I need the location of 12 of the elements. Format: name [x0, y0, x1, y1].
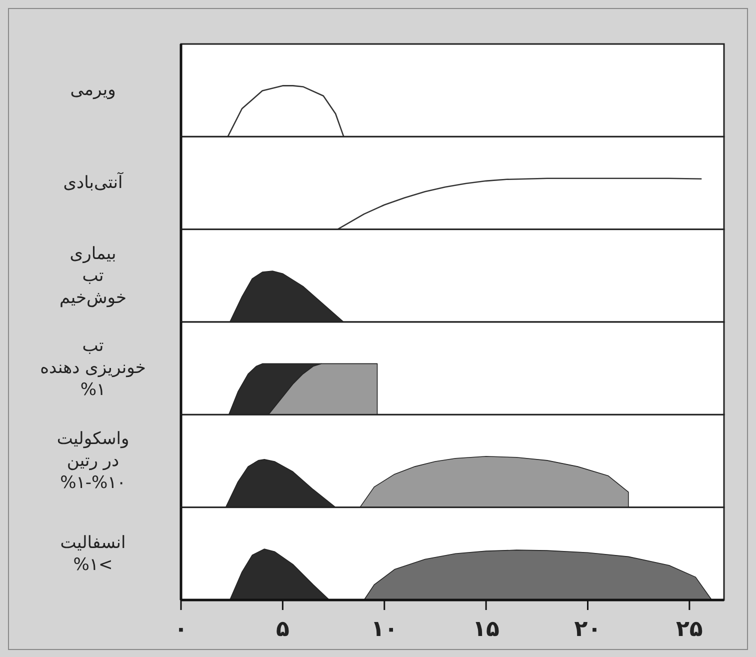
x-tick-label: ۲۰: [574, 617, 602, 642]
y-axis-title: ویرمی: [69, 79, 117, 102]
x-tick-label: ۵: [276, 617, 290, 642]
x-tick-label: ۰: [174, 617, 188, 642]
y-axis-title: آنتی‌بادی: [62, 172, 124, 194]
x-tick-label: ۱۰: [370, 617, 398, 642]
x-tick-label: ۱۵: [472, 617, 500, 642]
x-tick-label: ۲۵: [676, 617, 703, 642]
y-axis-title: واسکولیت در رتین %۱-%۱۰: [56, 428, 130, 494]
y-axis-title: انسفالیت %۱<: [59, 532, 127, 576]
y-axis-title: تب خونریزی دهنده %۱: [39, 335, 147, 402]
y-axis-title: بیماری تب خوش‌خیم: [58, 242, 128, 309]
